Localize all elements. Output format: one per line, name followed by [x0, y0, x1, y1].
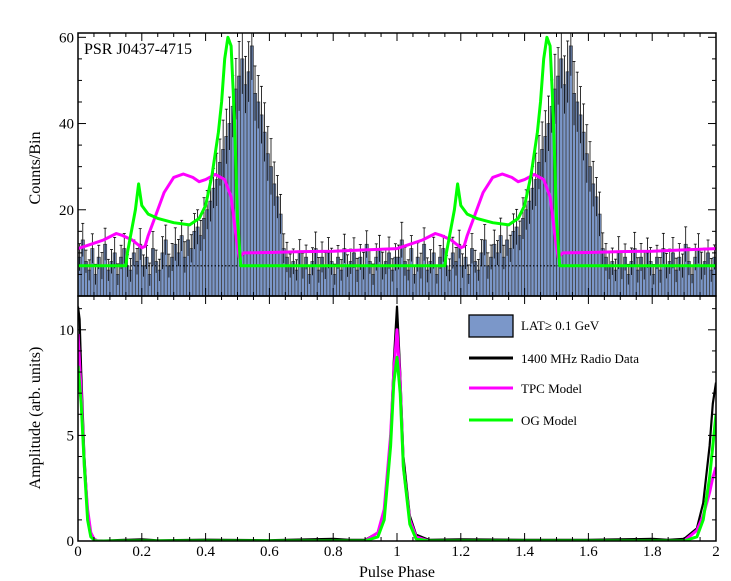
x-tick-label: 0	[74, 544, 82, 560]
y-tick-label: 10	[59, 323, 74, 339]
annotation-psr-name: PSR J0437-4715	[84, 41, 192, 58]
bottom-y-axis-label: Amplitude (arb. units)	[27, 347, 44, 490]
bottom-plot-area	[78, 305, 716, 541]
legend: LAT≥ 0.1 GeV 1400 MHz Radio Data TPC Model…	[468, 314, 639, 428]
legend-item: 1400 MHz Radio Data	[469, 351, 639, 366]
model-comparison-panel: 0 5 10 0 0.2 0.4 0.6 0.8 1 1.2 1.4 1.6 1.8 2	[59, 295, 720, 560]
legend-item: LAT≥ 0.1 GeV	[468, 314, 600, 338]
legend-label: TPC Model	[521, 381, 582, 396]
x-axis-label: Pulse Phase	[359, 564, 435, 581]
x-tick-label: 0.8	[324, 544, 343, 560]
x-tick-label: 1.4	[515, 544, 534, 560]
y-tick-label: 20	[59, 203, 74, 219]
y-tick-label: 60	[59, 30, 74, 46]
x-tick-label: 0.6	[260, 544, 279, 560]
histogram-bar	[568, 45, 573, 296]
legend-swatch	[468, 314, 514, 338]
x-tick-label: 1	[393, 544, 401, 560]
og-model-line	[78, 355, 716, 541]
histogram-bar	[246, 71, 251, 296]
tpc-model-line	[78, 172, 716, 259]
og-model-line	[78, 35, 716, 268]
lat-light-curve-panel: 20 40 60	[59, 30, 717, 297]
y-tick-label: 40	[59, 117, 74, 133]
legend-label: OG Model	[521, 413, 577, 428]
x-tick-label: 1.8	[643, 544, 662, 560]
x-tick-label: 1.2	[451, 544, 470, 560]
histogram-bar	[565, 71, 570, 296]
histogram-bar	[249, 45, 254, 296]
legend-item: TPC Model	[469, 381, 582, 396]
y-tick-label: 0	[67, 534, 75, 550]
x-tick-label: 2	[712, 544, 720, 560]
legend-label: 1400 MHz Radio Data	[521, 351, 639, 366]
y-tick-label: 5	[67, 428, 75, 444]
top-y-axis-label: Counts/Bin	[27, 132, 44, 205]
x-tick-label: 0.4	[196, 544, 215, 560]
top-plot-area	[78, 33, 716, 296]
legend-item: OG Model	[469, 413, 577, 428]
x-tick-label: 1.6	[579, 544, 598, 560]
legend-label: LAT≥ 0.1 GeV	[521, 318, 600, 333]
x-tick-label: 0.2	[132, 544, 151, 560]
